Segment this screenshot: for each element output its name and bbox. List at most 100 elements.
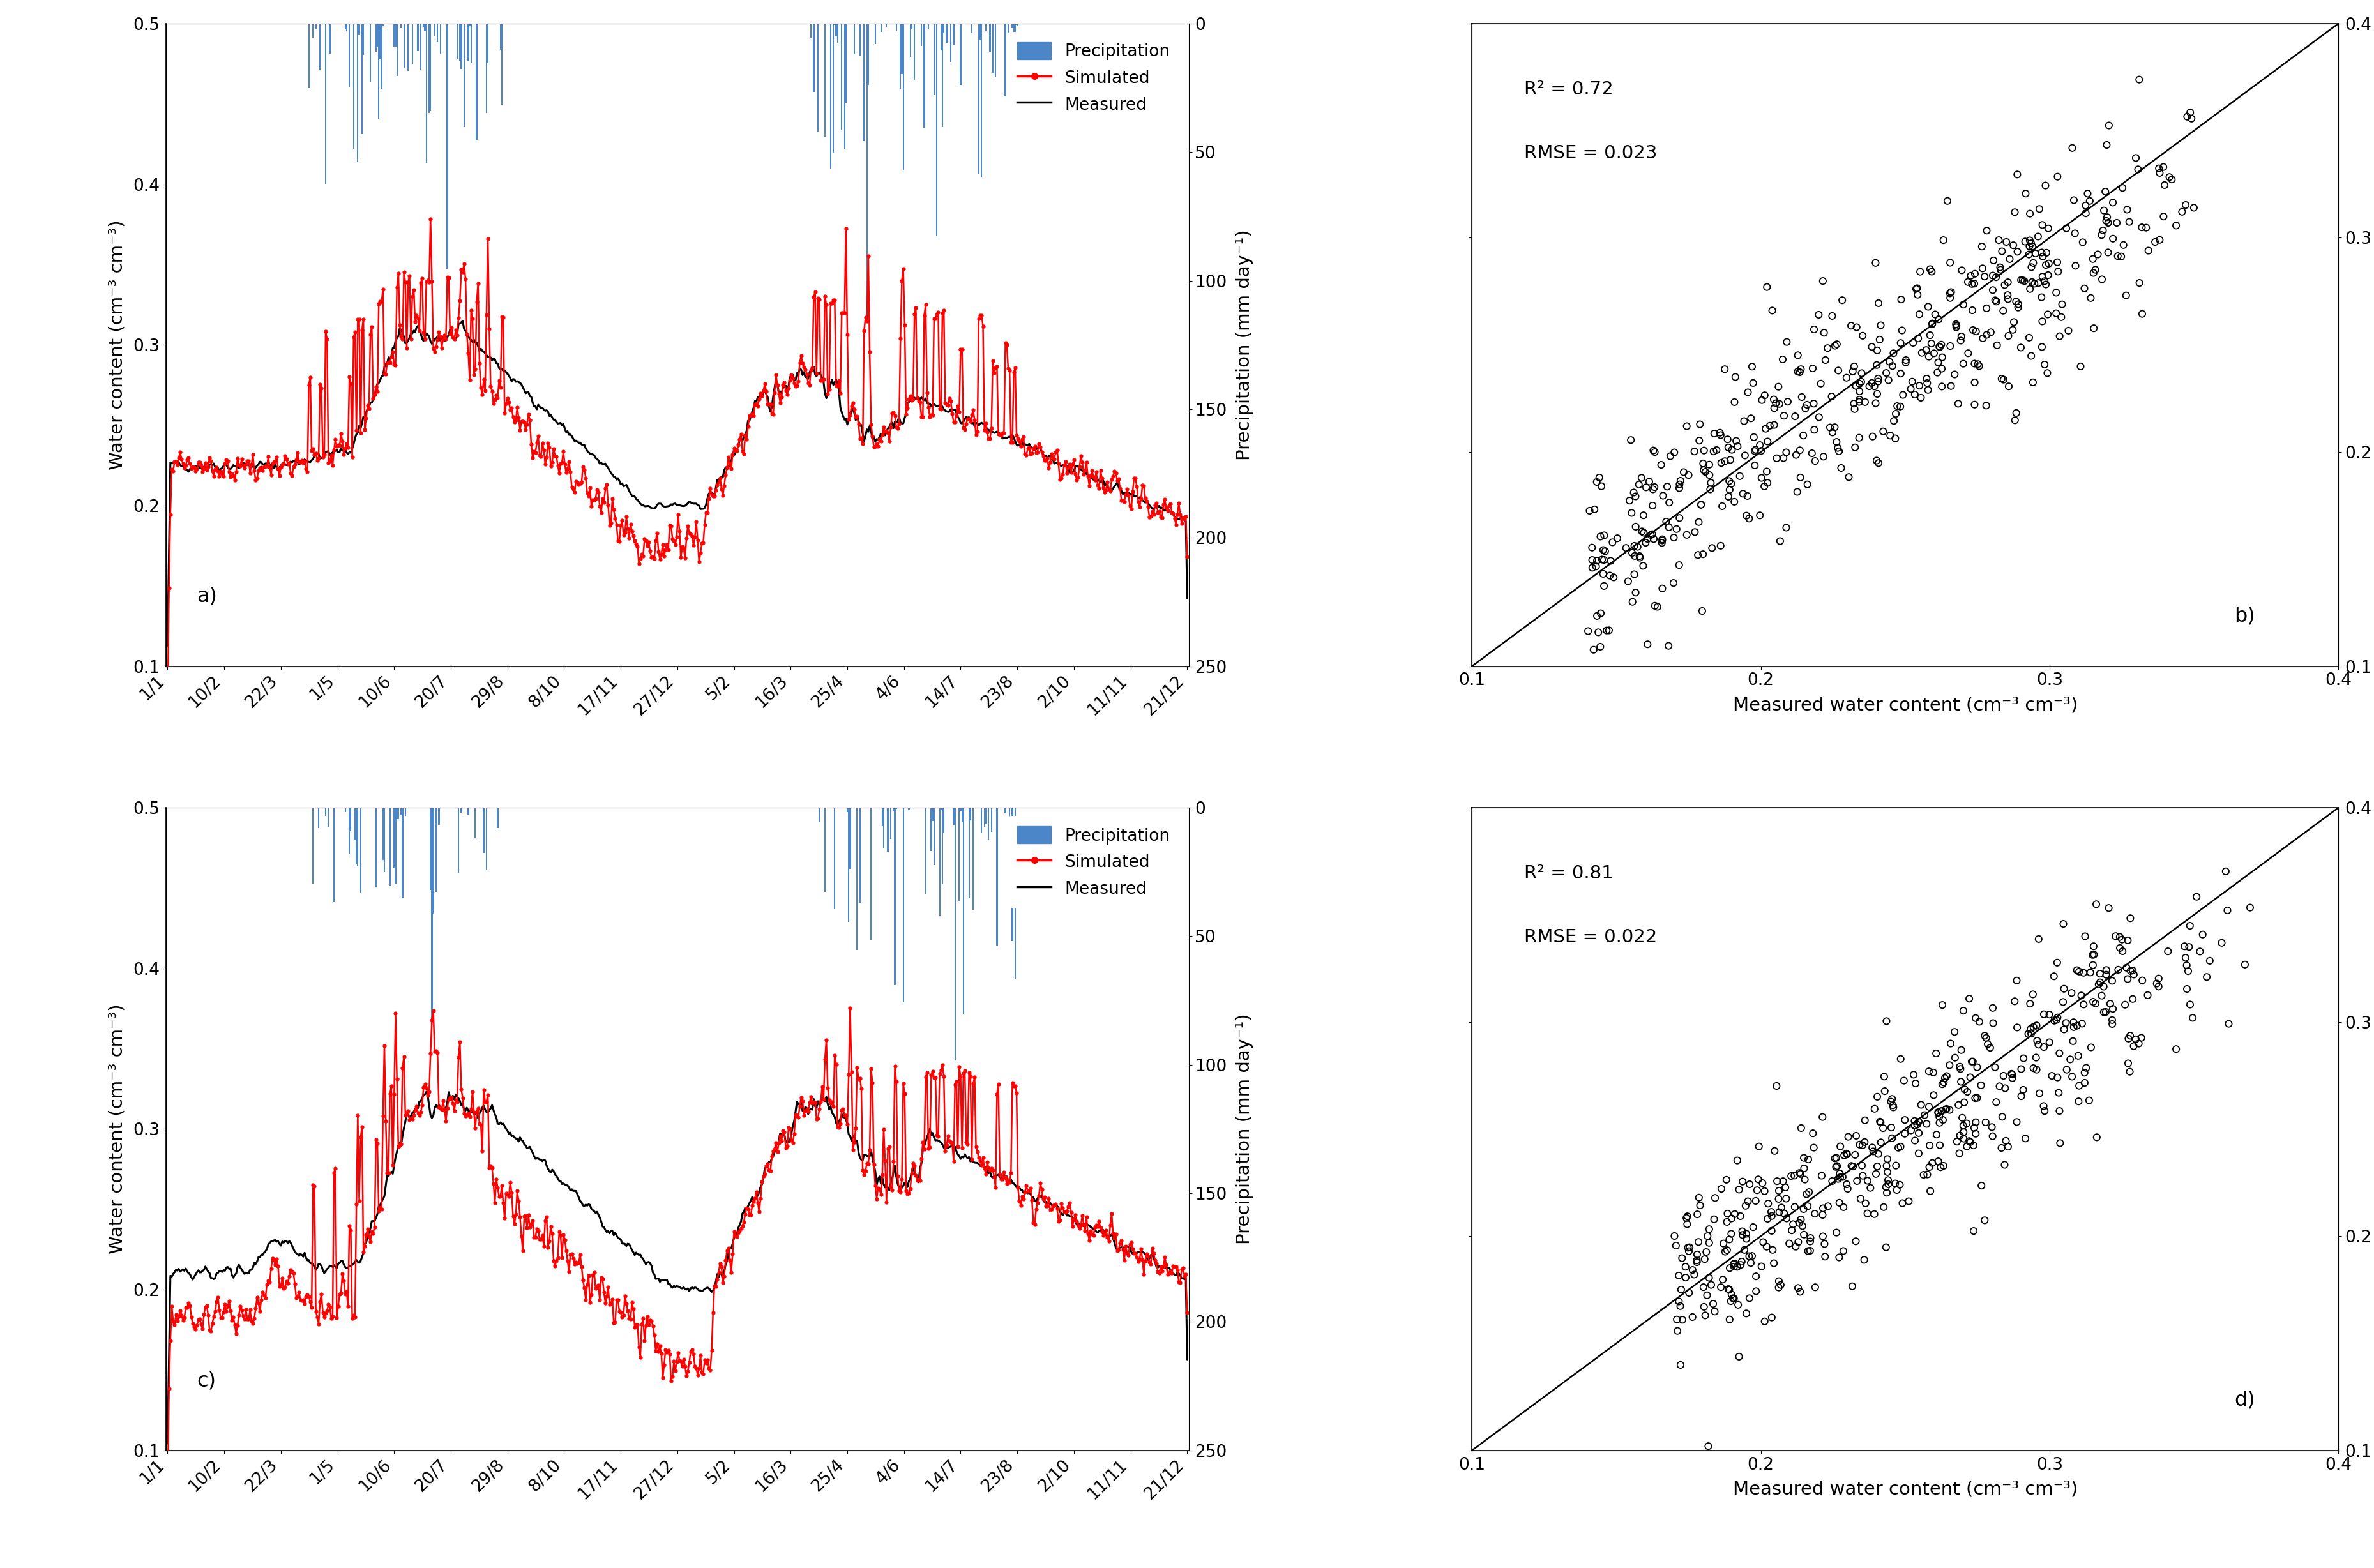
- Point: [2065, 960, 2103, 985]
- Point: [1598, 525, 1636, 550]
- Point: [1574, 535, 1612, 560]
- Point: [1849, 1201, 1887, 1226]
- Point: [1978, 332, 2016, 358]
- Point: [1923, 1099, 1961, 1124]
- Point: [1617, 544, 1655, 569]
- Point: [1883, 318, 1921, 343]
- Point: [1899, 1121, 1937, 1146]
- Point: [1683, 452, 1721, 477]
- Point: [2087, 999, 2125, 1024]
- Point: [1856, 448, 1894, 474]
- Point: [1780, 1162, 1818, 1187]
- Point: [1681, 1185, 1719, 1210]
- Point: [1816, 416, 1854, 441]
- Point: [2080, 241, 2118, 267]
- Point: [1856, 1201, 1894, 1226]
- Point: [1750, 1192, 1788, 1217]
- Point: [1676, 519, 1714, 544]
- Point: [1906, 1102, 1944, 1127]
- Point: [1913, 1060, 1951, 1085]
- Point: [2056, 221, 2094, 246]
- Point: [1899, 282, 1937, 307]
- Point: [2065, 1071, 2103, 1096]
- Point: [1614, 561, 1652, 586]
- Point: [1921, 1104, 1959, 1129]
- Point: [2018, 1044, 2056, 1069]
- Point: [2025, 1035, 2063, 1060]
- Point: [2139, 155, 2177, 180]
- Point: [2094, 226, 2132, 251]
- Point: [2167, 953, 2205, 978]
- Point: [1951, 1129, 1989, 1154]
- Point: [1968, 218, 2006, 243]
- Point: [1743, 466, 1780, 491]
- Point: [2115, 1033, 2153, 1058]
- Point: [1818, 1220, 1856, 1245]
- Point: [1859, 1142, 1897, 1167]
- Point: [2144, 154, 2182, 179]
- Point: [1669, 522, 1707, 547]
- Point: [1845, 1132, 1883, 1157]
- Point: [1925, 1069, 1963, 1094]
- Point: [2094, 996, 2132, 1021]
- Point: [1700, 420, 1738, 445]
- Point: [1987, 1076, 2025, 1101]
- Point: [1695, 439, 1733, 464]
- Point: [2016, 1014, 2054, 1040]
- Point: [2065, 924, 2103, 949]
- Point: [1662, 469, 1700, 494]
- Point: [1754, 1251, 1792, 1276]
- Point: [1780, 1160, 1818, 1185]
- Point: [1702, 1176, 1740, 1201]
- Point: [2020, 270, 2058, 295]
- Point: [1944, 1120, 1982, 1145]
- Point: [1702, 1275, 1740, 1300]
- Point: [2146, 172, 2184, 198]
- Point: [1909, 370, 1947, 395]
- Point: [1911, 257, 1949, 282]
- Point: [2129, 983, 2167, 1008]
- Point: [2044, 977, 2082, 1002]
- Point: [2094, 190, 2132, 215]
- Point: [1678, 1248, 1716, 1273]
- Point: [1747, 1234, 1785, 1259]
- Point: [1586, 522, 1624, 547]
- Point: [1804, 1196, 1842, 1221]
- Point: [1930, 1098, 1968, 1123]
- Point: [2075, 935, 2113, 960]
- Point: [1868, 1171, 1906, 1196]
- Point: [1842, 368, 1880, 394]
- Point: [1897, 383, 1935, 408]
- Point: [1712, 1256, 1750, 1281]
- Point: [2151, 165, 2189, 190]
- Point: [1930, 1052, 1968, 1077]
- Point: [1695, 1292, 1733, 1317]
- Point: [2006, 180, 2044, 205]
- Point: [1752, 414, 1790, 439]
- Point: [1828, 1171, 1866, 1196]
- Point: [1942, 328, 1980, 353]
- Point: [1702, 494, 1740, 519]
- Point: [1719, 1148, 1757, 1173]
- Point: [1716, 1251, 1754, 1276]
- Point: [1583, 538, 1621, 563]
- Point: [1918, 1099, 1956, 1124]
- Point: [1949, 340, 1987, 365]
- Point: [2175, 1005, 2213, 1030]
- Point: [1930, 281, 1968, 306]
- Point: [2075, 989, 2113, 1014]
- Point: [1795, 317, 1833, 342]
- Point: [2046, 216, 2084, 241]
- Point: [1968, 1032, 2006, 1057]
- Point: [2001, 1057, 2039, 1082]
- Point: [1864, 419, 1902, 444]
- Point: [1852, 1176, 1890, 1201]
- Point: [1735, 453, 1773, 478]
- Point: [1944, 1090, 1982, 1115]
- Point: [1947, 1110, 1985, 1135]
- Point: [2108, 928, 2146, 953]
- Point: [1714, 437, 1752, 463]
- Point: [1617, 514, 1655, 539]
- Point: [1785, 423, 1823, 448]
- Point: [2118, 1027, 2156, 1052]
